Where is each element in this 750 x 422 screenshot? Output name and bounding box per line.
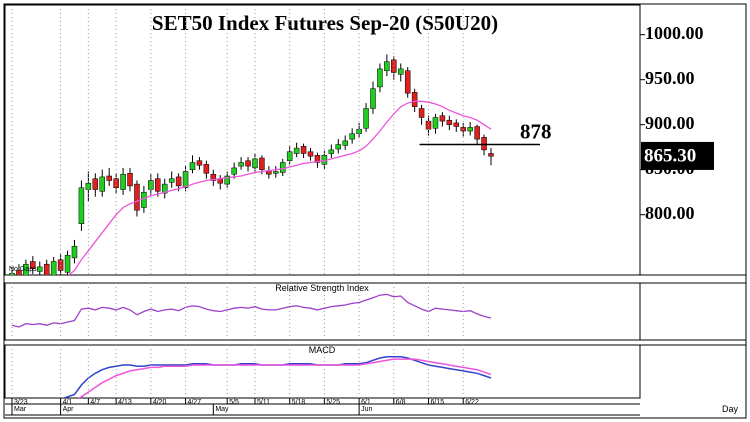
note: No Gaps bbox=[9, 266, 37, 273]
price-panel bbox=[4, 4, 641, 276]
candle-body bbox=[398, 68, 404, 75]
month-label: Mar bbox=[14, 406, 27, 413]
candle-body bbox=[16, 270, 22, 275]
candle-body bbox=[481, 137, 487, 151]
candle-body bbox=[50, 261, 57, 275]
candle-body bbox=[30, 261, 36, 269]
candle-body bbox=[335, 144, 342, 150]
candle-body bbox=[488, 153, 494, 157]
candle-body bbox=[432, 117, 439, 129]
level-label: 878 bbox=[520, 120, 552, 144]
candle-body bbox=[155, 178, 161, 192]
y-tick-label: 950.00 bbox=[645, 68, 695, 88]
macd-title: MACD bbox=[309, 345, 336, 355]
y-tick-label: 800.00 bbox=[645, 203, 695, 223]
candle-body bbox=[23, 263, 29, 275]
candle-body bbox=[168, 178, 175, 183]
y-tick-label: 1000.00 bbox=[645, 23, 704, 43]
candle-body bbox=[127, 173, 133, 187]
macd-line bbox=[61, 356, 492, 398]
x-tick-label: 6/1 bbox=[361, 399, 371, 406]
x-tick-label: 4/1 bbox=[63, 399, 73, 406]
candle-body bbox=[314, 155, 321, 163]
candle-body bbox=[391, 59, 397, 73]
candle-body bbox=[252, 158, 258, 169]
candle-body bbox=[231, 167, 237, 175]
candle-body bbox=[342, 140, 348, 146]
x-tick-label: 3/23 bbox=[14, 399, 28, 406]
candle-body bbox=[439, 115, 446, 122]
x-unit: Day bbox=[722, 404, 739, 414]
x-tick-label: 5/18 bbox=[292, 399, 306, 406]
macd-line bbox=[77, 358, 492, 398]
candle-body bbox=[189, 162, 196, 170]
candle-body bbox=[446, 119, 453, 125]
x-tick-label: 4/13 bbox=[118, 399, 132, 406]
candle-body bbox=[245, 160, 251, 167]
candle-body bbox=[377, 68, 383, 88]
candle-body bbox=[113, 178, 119, 188]
month-label: Jun bbox=[361, 406, 372, 413]
candle-body bbox=[273, 171, 279, 174]
rsi-title: Relative Strength Index bbox=[275, 283, 369, 293]
candle-body bbox=[307, 151, 314, 157]
candle-body bbox=[293, 147, 300, 154]
candle-body bbox=[411, 92, 418, 107]
rsi-panel bbox=[4, 282, 641, 341]
rsi-line bbox=[11, 293, 492, 328]
x-tick-label: 4/20 bbox=[153, 399, 167, 406]
x-tick-label: 5/25 bbox=[326, 399, 340, 406]
candle-body bbox=[196, 160, 203, 166]
x-tick-label: 6/22 bbox=[465, 399, 479, 406]
candle-body bbox=[404, 70, 411, 94]
candle-body bbox=[259, 157, 265, 170]
x-tick-label: 5/5 bbox=[229, 399, 239, 406]
candle-body bbox=[120, 173, 126, 190]
candle-body bbox=[328, 149, 335, 154]
outer-frame bbox=[3, 3, 747, 419]
candle-body bbox=[175, 176, 182, 187]
x-tick-label: 6/15 bbox=[431, 399, 445, 406]
candle-body bbox=[384, 61, 390, 71]
x-tick-label: 6/8 bbox=[396, 399, 406, 406]
y-tick-label: 900.00 bbox=[645, 113, 695, 133]
candle-body bbox=[210, 173, 217, 181]
candle-body bbox=[85, 182, 92, 190]
x-tick-label: 5/11 bbox=[257, 399, 270, 406]
candle-body bbox=[106, 175, 112, 181]
candle-body bbox=[203, 164, 210, 174]
candle-body bbox=[161, 183, 168, 194]
candle-body bbox=[238, 162, 244, 167]
candle-body bbox=[279, 162, 286, 173]
last-price-box bbox=[641, 141, 714, 170]
month-label: May bbox=[215, 406, 229, 413]
candle-body bbox=[99, 176, 105, 192]
candle-body bbox=[474, 126, 480, 140]
candle-body bbox=[418, 108, 425, 118]
candle-body bbox=[64, 254, 71, 273]
month-label: Apr bbox=[63, 406, 75, 413]
moving-average bbox=[67, 100, 492, 275]
candle-body bbox=[37, 266, 43, 272]
candle-body bbox=[370, 88, 376, 109]
candle-body bbox=[467, 127, 473, 132]
x-tick-label: 4/27 bbox=[188, 399, 202, 406]
candle-body bbox=[71, 245, 78, 259]
candle-body bbox=[134, 183, 140, 211]
candle-body bbox=[349, 133, 355, 140]
candle-body bbox=[286, 151, 293, 161]
x-tick-label: 4/7 bbox=[90, 399, 100, 406]
candle-body bbox=[78, 187, 85, 224]
candle-body bbox=[43, 263, 50, 275]
candle-body bbox=[92, 178, 99, 190]
candle-body bbox=[224, 175, 230, 185]
chart-title: SET50 Index Futures Sep-20 (S50U20) bbox=[152, 11, 498, 35]
candle-body bbox=[300, 146, 307, 154]
last-price-label: 865.30 bbox=[644, 145, 696, 166]
candle-body bbox=[453, 122, 460, 127]
candle-body bbox=[363, 108, 369, 129]
y-tick-label: 850.00 bbox=[645, 158, 695, 178]
candle-body bbox=[182, 171, 189, 188]
